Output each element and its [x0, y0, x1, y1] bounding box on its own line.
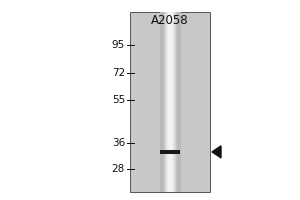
Bar [176, 12, 177, 192]
Bar [174, 12, 175, 192]
Bar [178, 12, 179, 192]
Bar [175, 12, 176, 192]
Bar [160, 12, 161, 192]
Text: 36: 36 [112, 138, 125, 148]
Text: 95: 95 [112, 40, 125, 50]
Bar [170, 12, 171, 192]
Bar [169, 12, 170, 192]
Bar [176, 12, 177, 192]
Bar [163, 12, 164, 192]
Bar [172, 12, 173, 192]
Text: 28: 28 [112, 164, 125, 174]
Bar [180, 12, 181, 192]
Bar [160, 150, 180, 154]
Bar [171, 12, 172, 192]
Text: 72: 72 [112, 68, 125, 78]
Bar [169, 12, 170, 192]
Bar [166, 12, 167, 192]
Polygon shape [212, 146, 221, 158]
Text: 55: 55 [112, 95, 125, 105]
Bar [171, 12, 172, 192]
Bar [130, 12, 210, 192]
Bar [168, 12, 169, 192]
Bar [177, 12, 178, 192]
Bar [161, 12, 162, 192]
Bar [173, 12, 174, 192]
Bar [160, 12, 161, 192]
Text: A2058: A2058 [151, 14, 189, 27]
Bar [162, 12, 163, 192]
Bar [177, 12, 178, 192]
Bar [179, 12, 180, 192]
Bar [179, 12, 180, 192]
Bar [167, 12, 168, 192]
Bar [178, 12, 179, 192]
Bar [168, 12, 169, 192]
Bar [166, 12, 167, 192]
Bar [164, 12, 165, 192]
Bar [163, 12, 164, 192]
Bar [173, 12, 174, 192]
Bar [165, 12, 166, 192]
Bar [174, 12, 175, 192]
Bar [161, 12, 162, 192]
